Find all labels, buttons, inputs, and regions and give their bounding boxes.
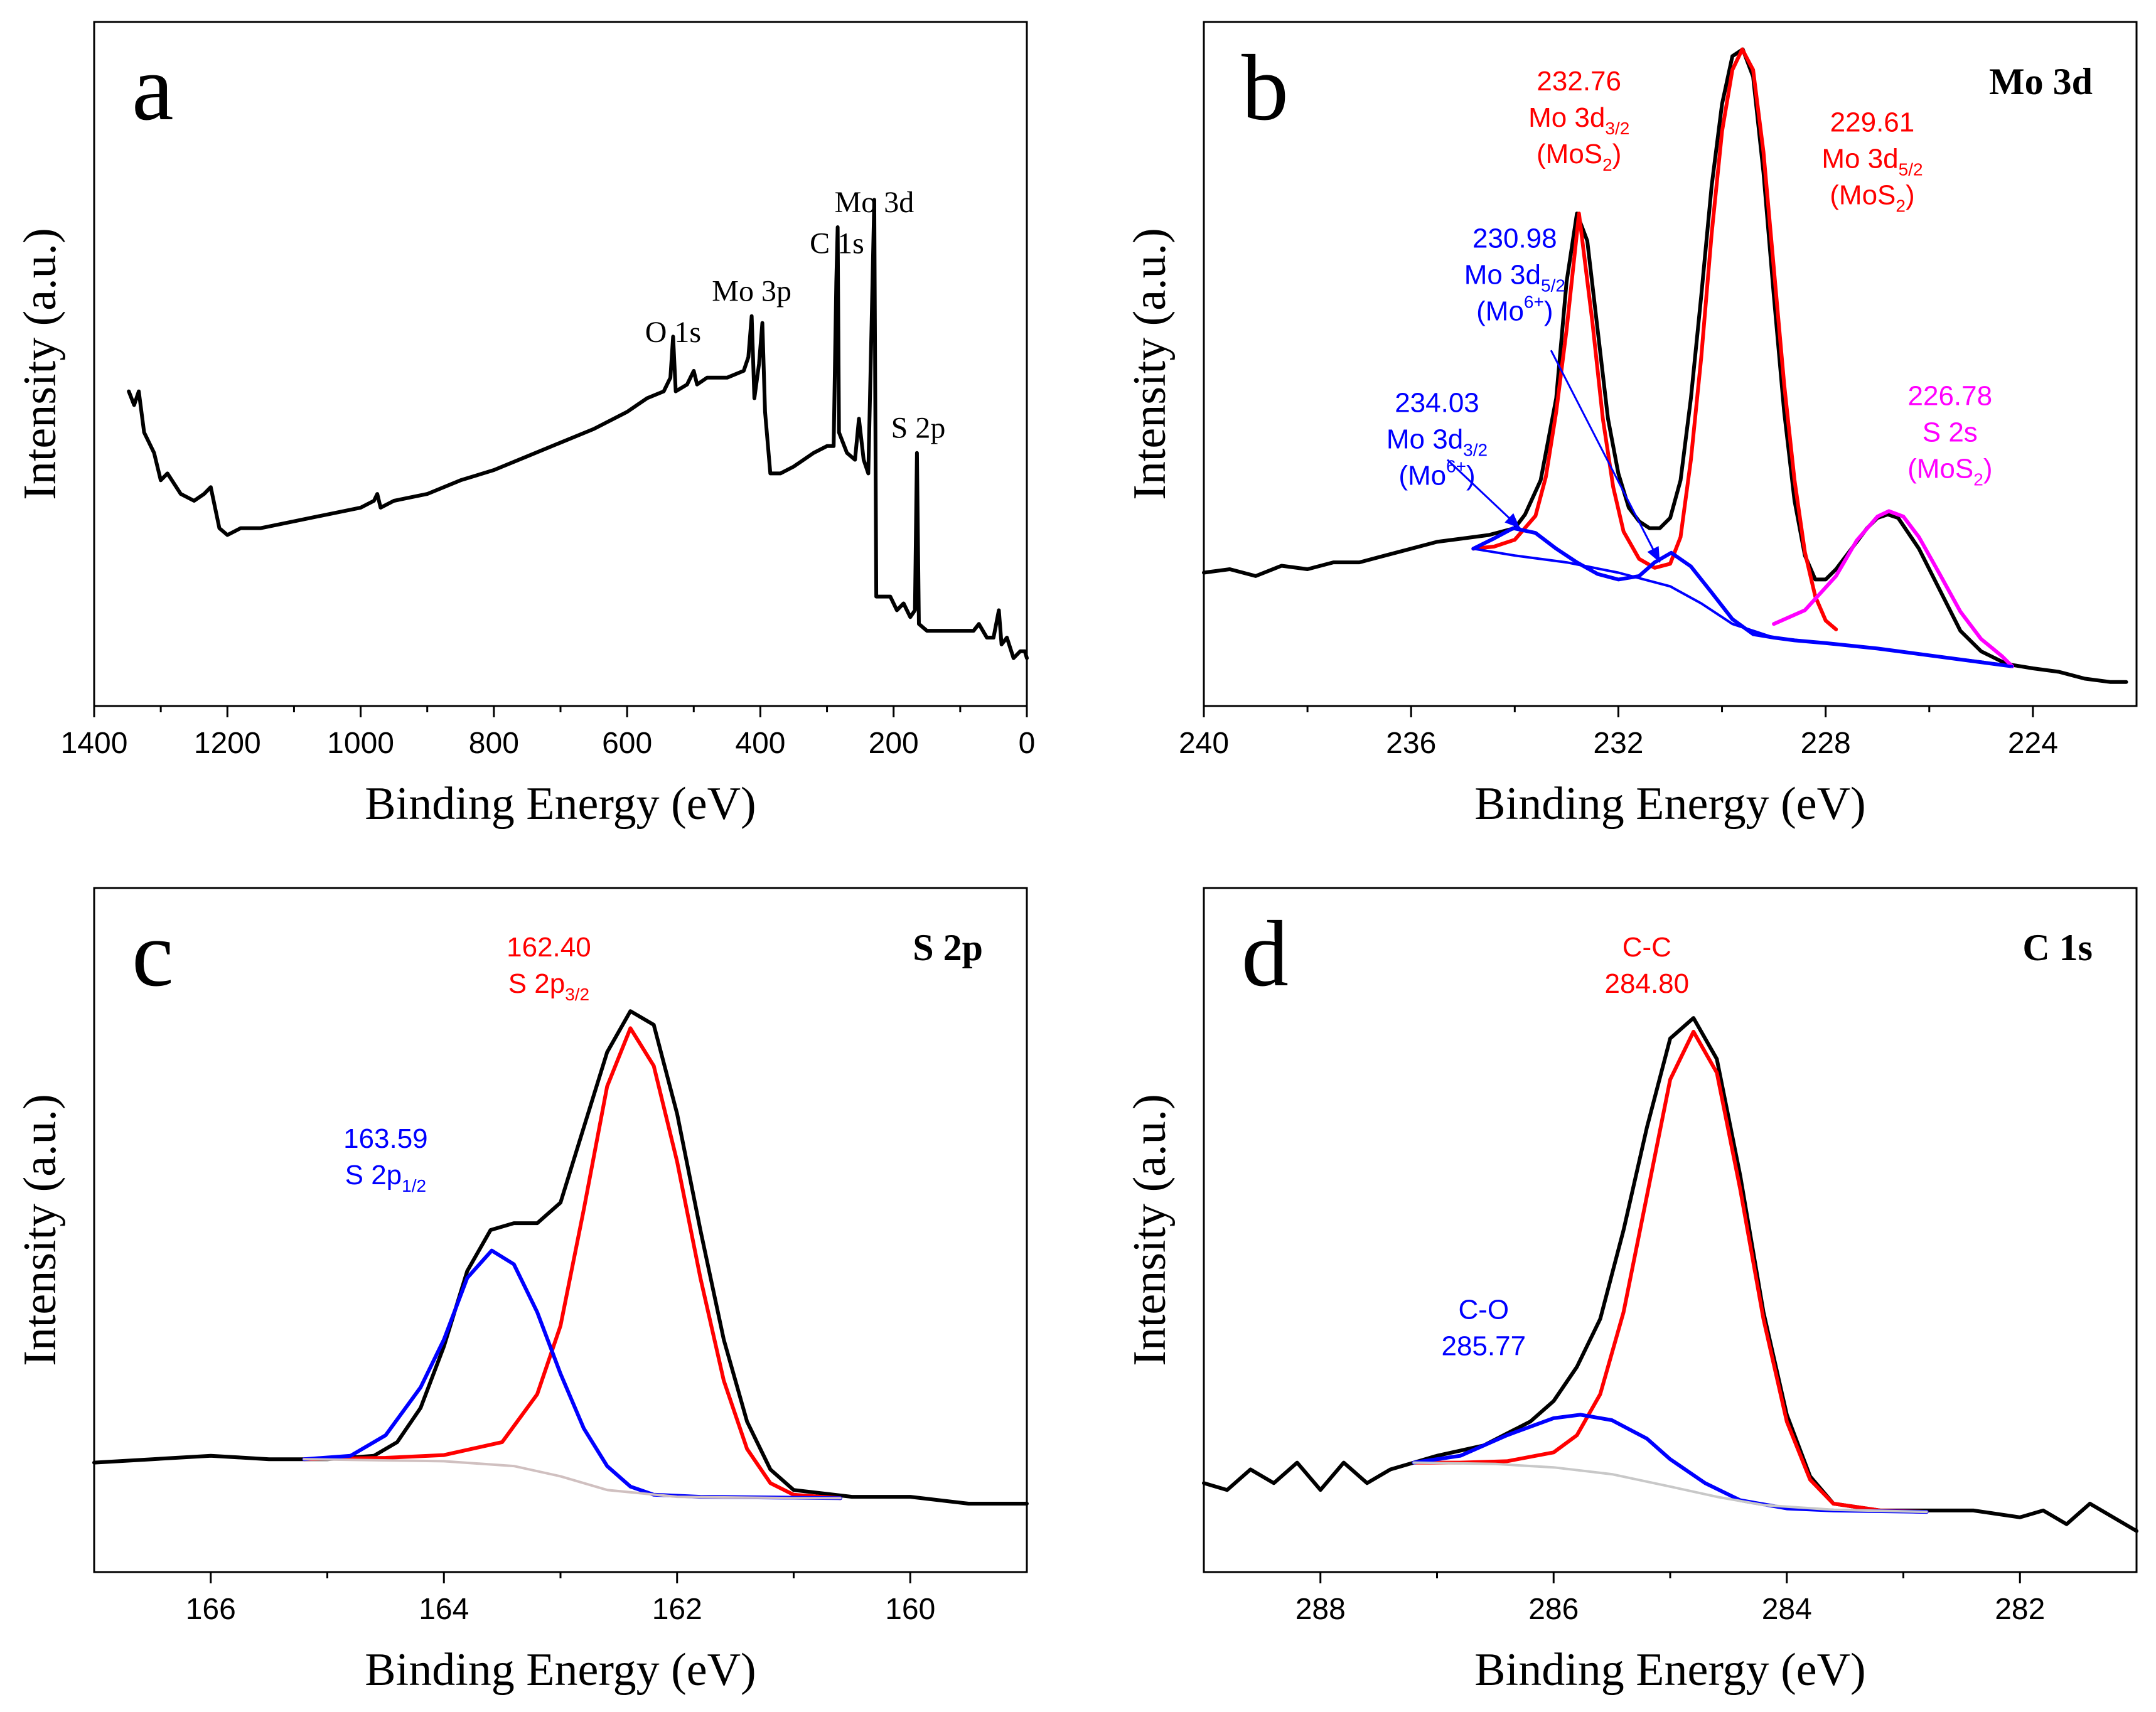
x-tick-label: 160 <box>885 1593 935 1626</box>
plot-frame <box>93 21 1028 707</box>
panel-letter: c <box>132 902 174 1006</box>
panel-b: 240 236 232 228 224 Binding Energy (eV) Intens… <box>1124 21 2138 830</box>
series-line-experimental <box>92 1009 1029 1506</box>
peak-annotation: (MoS2) <box>1537 139 1621 174</box>
x-tick-label: 200 <box>869 727 919 760</box>
peak-label: O 1s <box>645 316 701 349</box>
x-tick-label: 166 <box>186 1593 236 1626</box>
series-line-s-2p3-2 <box>302 1026 842 1501</box>
peak-annotation: 226.78 <box>1908 380 1993 411</box>
x-tick-label: 286 <box>1528 1593 1579 1626</box>
peak-annotation: 232.76 <box>1537 66 1621 97</box>
peak-annotation: 162.40 <box>507 932 591 963</box>
panel-d: 288 286 284 282 Binding Energy (eV) Intensity… <box>1124 887 2138 1696</box>
series-line-mo6- <box>1471 526 2014 668</box>
peak-label: Mo 3p <box>712 275 791 308</box>
y-axis-label: Intensity (a.u.) <box>1124 1094 1176 1366</box>
peak-annotation: 285.77 <box>1442 1331 1526 1362</box>
peak-annotation: Mo 3d5/2 <box>1821 143 1923 179</box>
panel-title: S 2p <box>913 927 983 968</box>
panel-title: C 1s <box>2022 927 2093 968</box>
peak-annotation: Mo 3d3/2 <box>1386 424 1488 459</box>
peak-annotation: 229.61 <box>1830 107 1915 137</box>
plot-frame <box>1203 21 2138 707</box>
x-tick-label: 1400 <box>61 727 128 760</box>
x-tick-label: 162 <box>652 1593 702 1626</box>
x-tick-label: 0 <box>1019 727 1036 760</box>
series-line-c-c <box>1412 1029 1929 1514</box>
peak-label: C 1s <box>810 227 864 260</box>
peak-annotation: S 2p3/2 <box>508 968 589 1004</box>
peak-label: Mo 3d <box>835 186 914 219</box>
panel-letter: b <box>1242 36 1289 140</box>
annotation-arrowhead <box>1647 546 1660 563</box>
annotation-arrow <box>1550 350 1661 563</box>
x-tick-label: 240 <box>1179 727 1229 760</box>
x-tick-label: 288 <box>1295 1593 1346 1626</box>
series-line-s-2p1-2 <box>302 1248 842 1501</box>
peak-annotation: (MoS2) <box>1830 179 1914 215</box>
peak-label: S 2p <box>891 412 946 445</box>
panel-letter: a <box>132 36 174 140</box>
annotation-arrow <box>1446 459 1521 529</box>
x-axis-label: Binding Energy (eV) <box>1474 778 1865 830</box>
y-axis-label: Intensity (a.u.) <box>14 1094 66 1366</box>
x-tick-label: 400 <box>735 727 785 760</box>
x-tick-label: 800 <box>469 727 519 760</box>
panel-c: 166 164 162 160 Binding Energy (eV) Intensity… <box>14 887 1029 1696</box>
series-line-survey <box>127 198 1029 660</box>
y-axis-label: Intensity (a.u.) <box>14 228 66 500</box>
peak-annotation: (Mo6+) <box>1476 292 1553 327</box>
x-tick-label: 236 <box>1386 727 1436 760</box>
peak-annotation: 163.59 <box>343 1123 428 1154</box>
series-line-background <box>303 1458 842 1500</box>
x-tick-label: 224 <box>2008 727 2058 760</box>
series-line-experimental <box>1202 1016 2138 1533</box>
x-tick-label: 282 <box>1995 1593 2045 1626</box>
x-tick-label: 1000 <box>327 727 394 760</box>
peak-annotation: S 2s <box>1923 417 1978 447</box>
peak-annotation: S 2p1/2 <box>345 1160 426 1196</box>
series-line-mo-3d3-2-mos2- <box>1471 47 1838 631</box>
peak-annotation: C-O <box>1458 1295 1509 1325</box>
series-line-background <box>1412 1461 1928 1514</box>
peak-annotation: 230.98 <box>1472 223 1557 254</box>
peak-annotation: 234.03 <box>1395 387 1479 418</box>
peak-annotation: C-C <box>1622 932 1671 963</box>
x-tick-label: 1200 <box>194 727 261 760</box>
x-axis-label: Binding Energy (eV) <box>365 1644 756 1696</box>
panel-title: Mo 3d <box>1989 61 2093 102</box>
x-tick-label: 164 <box>419 1593 469 1626</box>
panel-a: 1400 1200 1000 800 600 400 200 0 Binding Energy … <box>14 21 1036 830</box>
peak-annotation: 284.80 <box>1605 968 1690 999</box>
x-tick-label: 232 <box>1593 727 1643 760</box>
peak-annotation: Mo 3d5/2 <box>1464 260 1565 296</box>
annotation-arrowhead <box>1504 513 1520 528</box>
x-axis-label: Binding Energy (eV) <box>1474 1644 1865 1696</box>
x-tick-label: 600 <box>602 727 652 760</box>
x-tick-label: 228 <box>1801 727 1851 760</box>
peak-annotation: Mo 3d3/2 <box>1528 102 1629 138</box>
x-axis-label: Binding Energy (eV) <box>365 778 756 830</box>
series-line-s-2s <box>1772 509 2014 668</box>
y-axis-label: Intensity (a.u.) <box>1124 228 1176 500</box>
series-line-c-o <box>1412 1413 1929 1514</box>
peak-annotation: (Mo6+) <box>1398 456 1475 491</box>
series-line-experimental <box>1202 47 2128 684</box>
x-tick-label: 284 <box>1762 1593 1812 1626</box>
series-line-background <box>1472 547 2014 668</box>
panel-letter: d <box>1242 902 1289 1006</box>
peak-annotation: (MoS2) <box>1907 453 1992 489</box>
